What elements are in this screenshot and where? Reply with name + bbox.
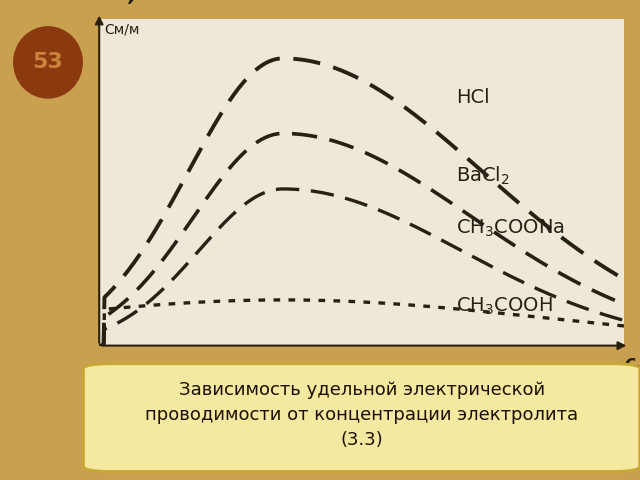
Text: Зависимость удельной электрической
проводимости от концентрации электролита
(3.3: Зависимость удельной электрической прово…: [145, 382, 578, 449]
Text: HCl: HCl: [456, 88, 490, 107]
Text: CH$_3$COOH: CH$_3$COOH: [456, 296, 553, 317]
FancyBboxPatch shape: [83, 364, 640, 471]
Text: BaCl$_2$: BaCl$_2$: [456, 165, 510, 187]
Text: См/м: См/м: [104, 23, 140, 36]
Text: æ,: æ,: [104, 0, 138, 4]
Text: CH$_3$COONa: CH$_3$COONa: [456, 217, 564, 239]
Text: 53: 53: [33, 52, 63, 72]
Text: с,: с,: [624, 354, 640, 372]
Circle shape: [13, 26, 83, 99]
